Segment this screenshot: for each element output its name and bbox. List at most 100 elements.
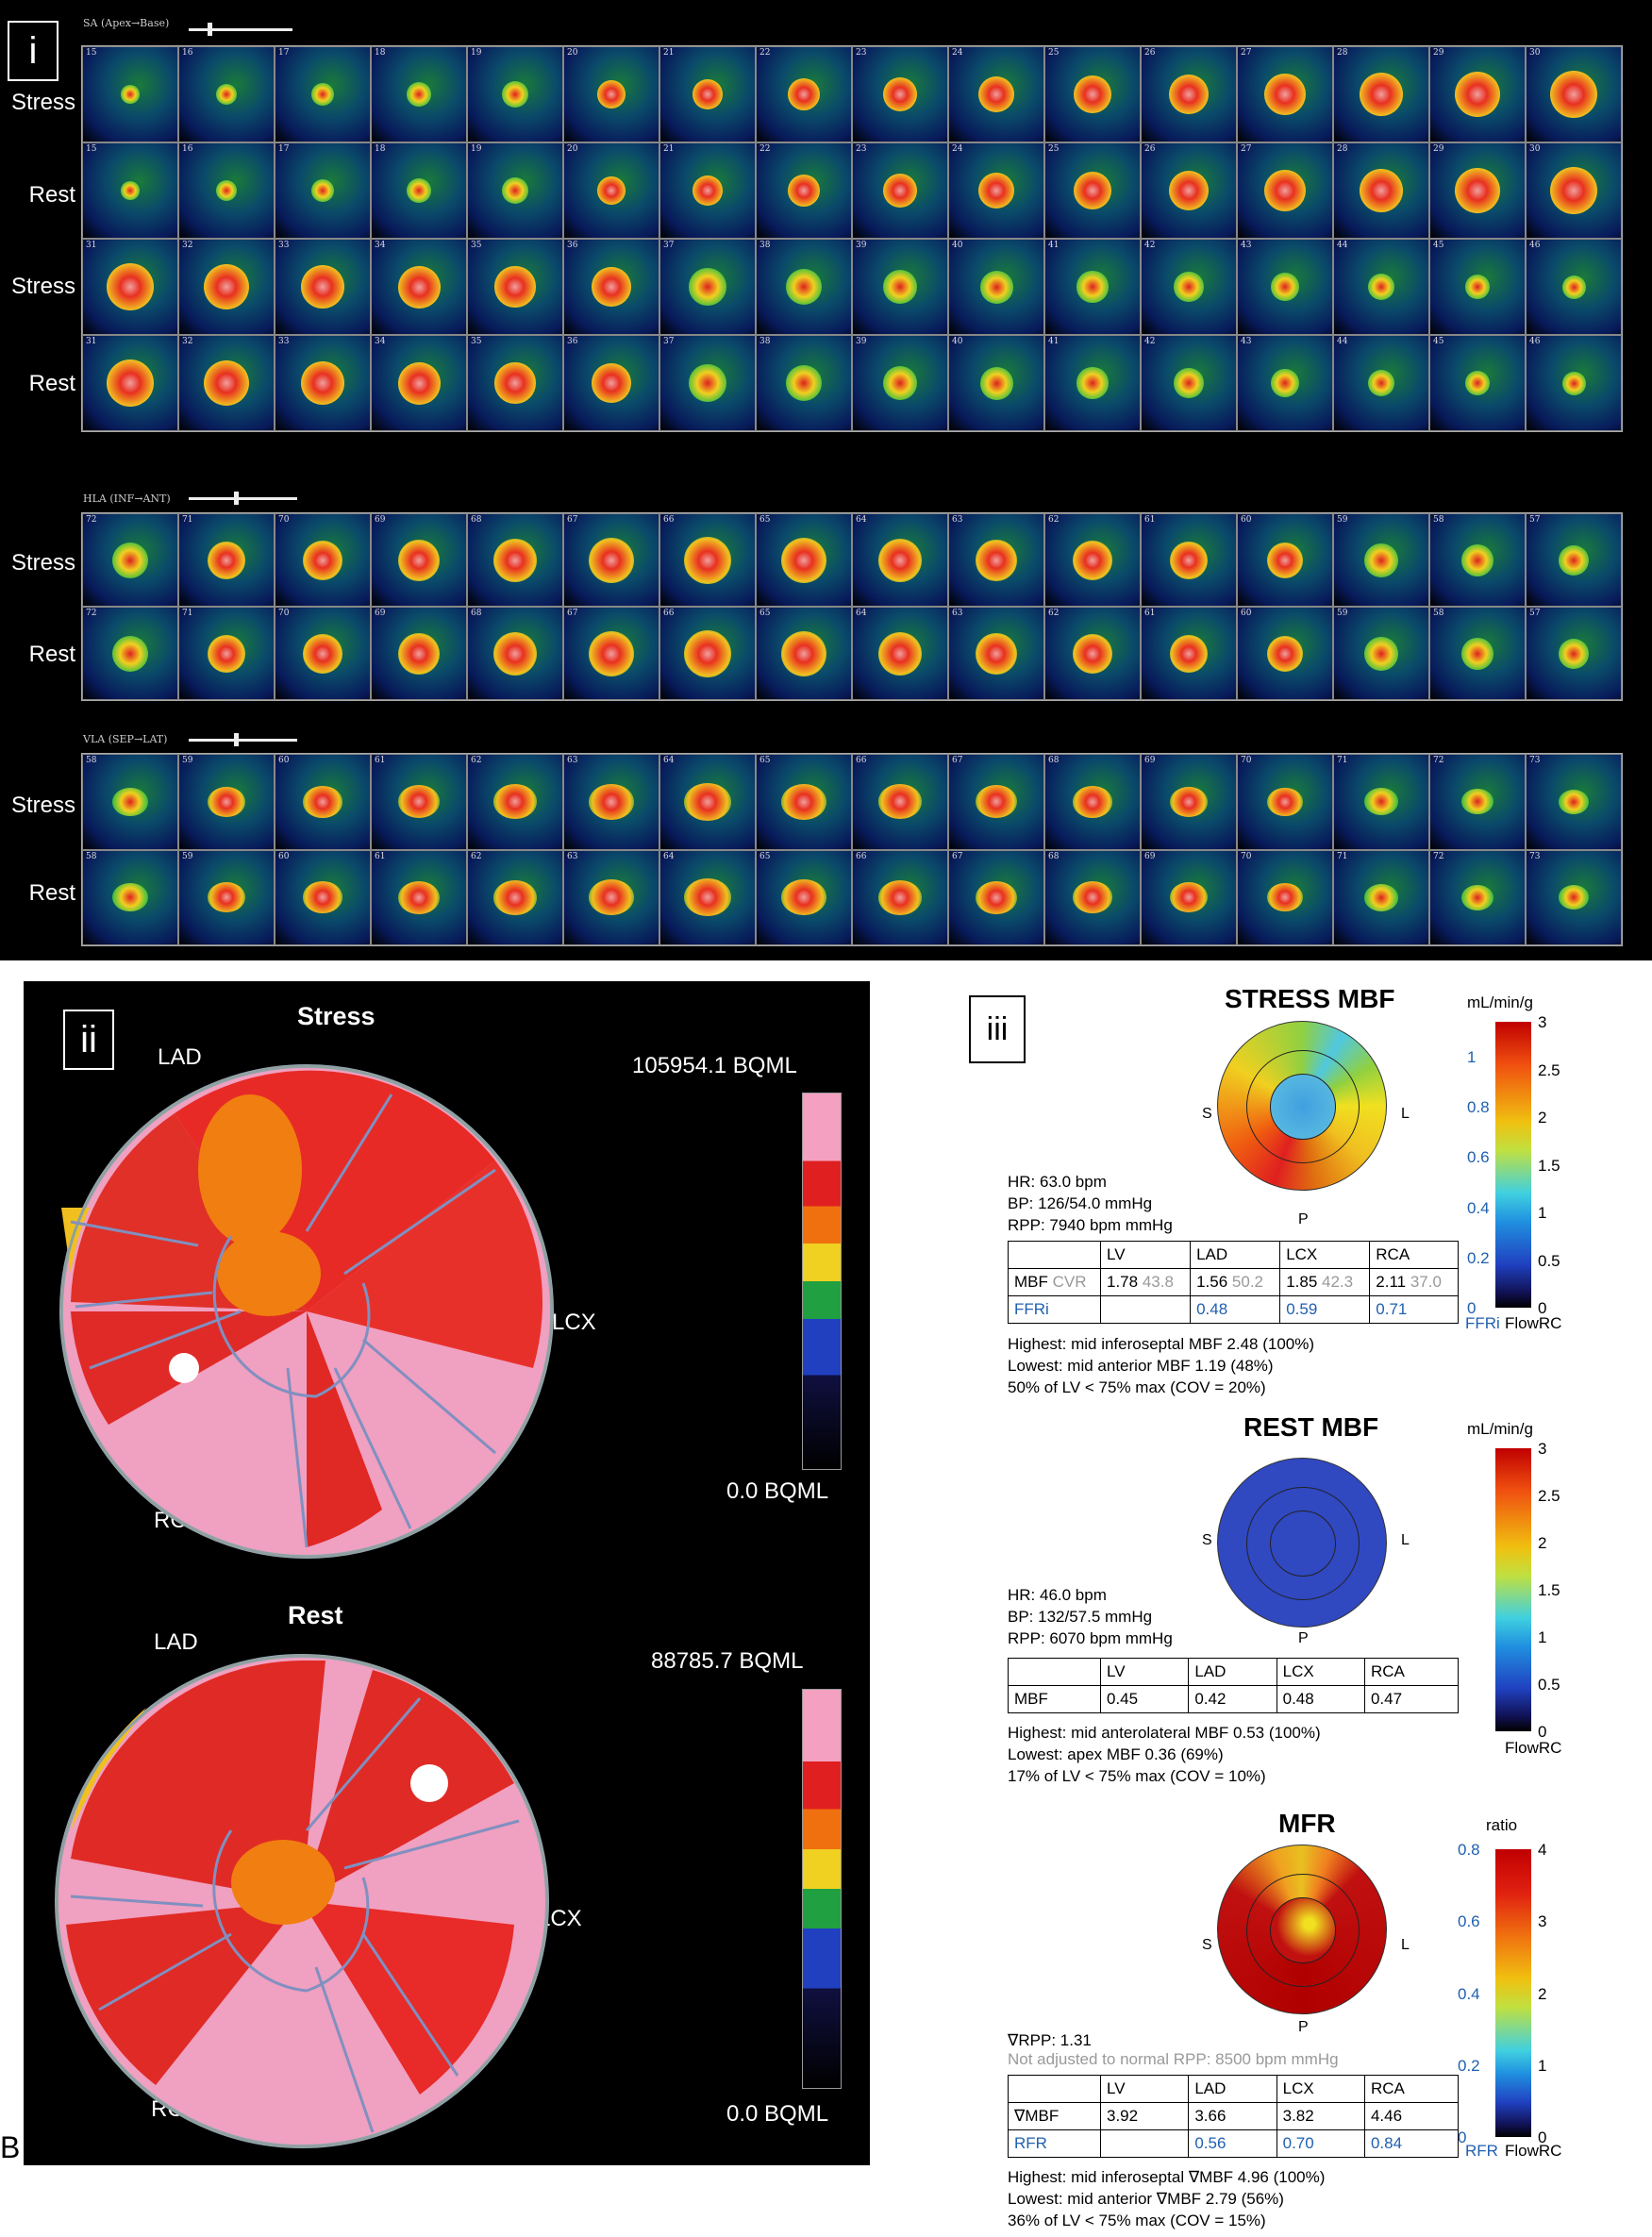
slice-cell[interactable]: 66: [659, 513, 756, 607]
slice-cell[interactable]: 58: [1429, 607, 1526, 700]
slice-cell[interactable]: 58: [82, 849, 178, 945]
slice-cell[interactable]: 60: [1237, 607, 1333, 700]
slice-cell[interactable]: 63: [948, 513, 1044, 607]
slice-cell[interactable]: 65: [756, 849, 852, 945]
slice-cell[interactable]: 68: [1044, 754, 1141, 850]
slice-cell[interactable]: 62: [1044, 607, 1141, 700]
slice-cell[interactable]: 15: [82, 46, 178, 142]
slice-cell[interactable]: 71: [1333, 849, 1429, 945]
hla-slider[interactable]: [189, 492, 297, 505]
slice-cell[interactable]: 17: [275, 46, 371, 142]
slice-cell[interactable]: 69: [371, 607, 467, 700]
slice-cell[interactable]: 73: [1526, 849, 1622, 945]
slice-cell[interactable]: 63: [948, 607, 1044, 700]
slice-cell[interactable]: 25: [1044, 142, 1141, 239]
slice-cell[interactable]: 30: [1526, 142, 1622, 239]
slice-cell[interactable]: 72: [82, 607, 178, 700]
slice-cell[interactable]: 40: [948, 239, 1044, 335]
slice-cell[interactable]: 20: [563, 46, 659, 142]
slice-cell[interactable]: 32: [178, 239, 275, 335]
slice-cell[interactable]: 28: [1333, 142, 1429, 239]
slice-cell[interactable]: 68: [467, 607, 563, 700]
slice-cell[interactable]: 26: [1141, 46, 1237, 142]
slice-cell[interactable]: 17: [275, 142, 371, 239]
slice-cell[interactable]: 43: [1237, 335, 1333, 431]
slice-cell[interactable]: 61: [1141, 513, 1237, 607]
sa-slider-handle[interactable]: [208, 23, 212, 36]
slice-cell[interactable]: 61: [1141, 607, 1237, 700]
slice-cell[interactable]: 60: [1237, 513, 1333, 607]
slice-cell[interactable]: 42: [1141, 335, 1237, 431]
slice-cell[interactable]: 25: [1044, 46, 1141, 142]
slice-cell[interactable]: 30: [1526, 46, 1622, 142]
slice-cell[interactable]: 46: [1526, 239, 1622, 335]
slice-cell[interactable]: 19: [467, 46, 563, 142]
sa-slider[interactable]: [189, 23, 292, 36]
slice-cell[interactable]: 63: [563, 849, 659, 945]
slice-cell[interactable]: 64: [659, 849, 756, 945]
slice-cell[interactable]: 19: [467, 142, 563, 239]
slice-cell[interactable]: 70: [275, 607, 371, 700]
slice-cell[interactable]: 33: [275, 239, 371, 335]
slice-cell[interactable]: 62: [467, 849, 563, 945]
slice-cell[interactable]: 35: [467, 239, 563, 335]
slice-cell[interactable]: 72: [1429, 754, 1526, 850]
slice-cell[interactable]: 69: [371, 513, 467, 607]
slice-cell[interactable]: 61: [371, 849, 467, 945]
slice-cell[interactable]: 34: [371, 335, 467, 431]
slice-cell[interactable]: 73: [1526, 754, 1622, 850]
slice-cell[interactable]: 68: [467, 513, 563, 607]
slice-cell[interactable]: 21: [659, 142, 756, 239]
slice-cell[interactable]: 58: [82, 754, 178, 850]
slice-cell[interactable]: 33: [275, 335, 371, 431]
slice-cell[interactable]: 61: [371, 754, 467, 850]
slice-cell[interactable]: 46: [1526, 335, 1622, 431]
slice-cell[interactable]: 62: [1044, 513, 1141, 607]
slice-cell[interactable]: 71: [1333, 754, 1429, 850]
slice-cell[interactable]: 59: [178, 849, 275, 945]
slice-cell[interactable]: 44: [1333, 335, 1429, 431]
slice-cell[interactable]: 31: [82, 239, 178, 335]
slice-cell[interactable]: 34: [371, 239, 467, 335]
slice-cell[interactable]: 65: [756, 607, 852, 700]
slice-cell[interactable]: 66: [852, 754, 948, 850]
slice-cell[interactable]: 43: [1237, 239, 1333, 335]
slice-cell[interactable]: 68: [1044, 849, 1141, 945]
slice-cell[interactable]: 45: [1429, 239, 1526, 335]
slice-cell[interactable]: 41: [1044, 239, 1141, 335]
vla-slider-handle[interactable]: [234, 733, 239, 746]
slice-cell[interactable]: 72: [1429, 849, 1526, 945]
slice-cell[interactable]: 64: [852, 513, 948, 607]
slice-cell[interactable]: 31: [82, 335, 178, 431]
slice-cell[interactable]: 20: [563, 142, 659, 239]
slice-cell[interactable]: 23: [852, 46, 948, 142]
slice-cell[interactable]: 65: [756, 513, 852, 607]
slice-cell[interactable]: 27: [1237, 46, 1333, 142]
slice-cell[interactable]: 59: [1333, 607, 1429, 700]
slice-cell[interactable]: 40: [948, 335, 1044, 431]
slice-cell[interactable]: 67: [948, 754, 1044, 850]
hla-slider-handle[interactable]: [234, 492, 239, 505]
slice-cell[interactable]: 35: [467, 335, 563, 431]
slice-cell[interactable]: 69: [1141, 849, 1237, 945]
slice-cell[interactable]: 18: [371, 46, 467, 142]
slice-cell[interactable]: 64: [852, 607, 948, 700]
slice-cell[interactable]: 67: [948, 849, 1044, 945]
slice-cell[interactable]: 42: [1141, 239, 1237, 335]
slice-cell[interactable]: 57: [1526, 513, 1622, 607]
slice-cell[interactable]: 29: [1429, 46, 1526, 142]
slice-cell[interactable]: 37: [659, 239, 756, 335]
slice-cell[interactable]: 22: [756, 142, 852, 239]
slice-cell[interactable]: 67: [563, 513, 659, 607]
slice-cell[interactable]: 38: [756, 239, 852, 335]
slice-cell[interactable]: 71: [178, 513, 275, 607]
slice-cell[interactable]: 70: [275, 513, 371, 607]
slice-cell[interactable]: 69: [1141, 754, 1237, 850]
slice-cell[interactable]: 23: [852, 142, 948, 239]
slice-cell[interactable]: 45: [1429, 335, 1526, 431]
slice-cell[interactable]: 18: [371, 142, 467, 239]
slice-cell[interactable]: 38: [756, 335, 852, 431]
slice-cell[interactable]: 28: [1333, 46, 1429, 142]
slice-cell[interactable]: 24: [948, 142, 1044, 239]
slice-cell[interactable]: 44: [1333, 239, 1429, 335]
